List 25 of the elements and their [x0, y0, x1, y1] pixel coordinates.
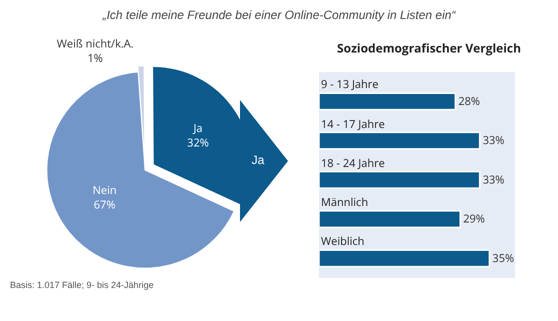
y-tick-label: 9 - 13 Jahre [321, 77, 378, 92]
y-tick-label: 14 - 17 Jahre [321, 117, 385, 132]
data-label: 33% [482, 172, 504, 188]
y-tick-label: Männlich [321, 195, 368, 210]
bar [319, 132, 480, 150]
data-label: 67% [94, 198, 116, 213]
data-label: 35% [492, 250, 514, 266]
chart-title: Soziodemografischer Vergleich [337, 39, 521, 56]
bar [319, 210, 461, 228]
data-label: 28% [458, 94, 480, 109]
y-tick-label: Weiblich [321, 234, 364, 249]
text: Basis: 1.017 Fälle; 9- bis 24-Jährige [10, 280, 154, 290]
slice-label: Ja [192, 121, 203, 136]
y-tick-label: 18 - 24 Jahre [321, 156, 385, 171]
bar [319, 249, 490, 268]
text: Ja [250, 153, 266, 167]
slice-label: Nein [92, 183, 117, 198]
data-label: 33% [482, 133, 504, 148]
slice-label: Weiß nicht/k.A. [56, 36, 134, 52]
bar [319, 92, 456, 110]
data-label: 29% [463, 212, 485, 227]
text: „Ich teile meine Freunde bei einer Online-Community in Listen ein“ [101, 8, 457, 22]
data-label: 1% [87, 51, 103, 66]
data-label: 32% [187, 135, 209, 150]
bar [319, 170, 480, 189]
